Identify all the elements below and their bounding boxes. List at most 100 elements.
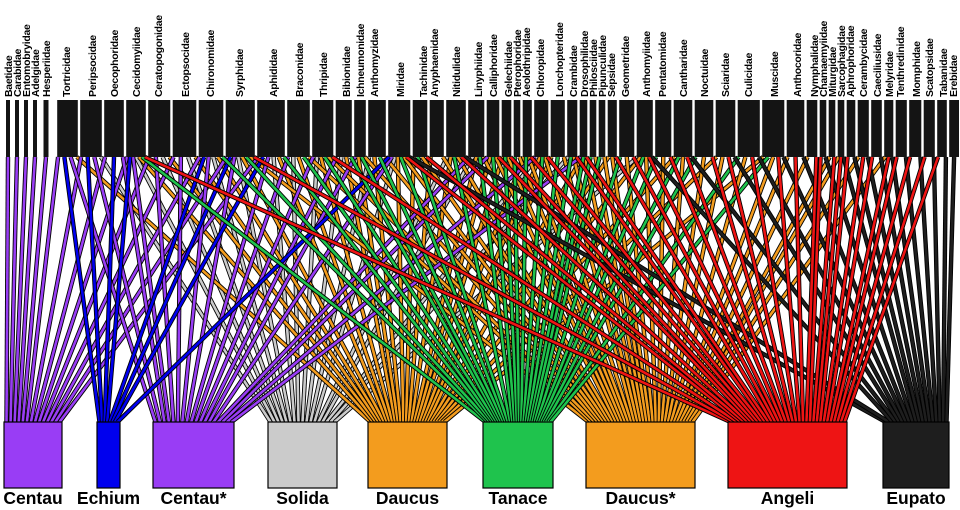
link-Anthocoridae-Eupato [802, 156, 911, 423]
link-Tabanidae-Eupato [941, 156, 948, 423]
top-label-Scatopsidae: Scatopsidae [924, 38, 936, 97]
top-bar-Adelgidae [33, 100, 37, 157]
top-label-Ceratopogonidae: Ceratopogonidae [153, 15, 165, 97]
link-Pentatomidae-Angeli [669, 156, 784, 423]
top-label-Philosciidae: Philosciidae [588, 39, 600, 97]
bottom-label-Tanace: Tanace [488, 488, 547, 508]
top-label-Bibionidae: Bibionidae [341, 46, 353, 97]
top-bar-Sciaridae [715, 100, 736, 157]
top-bar-Calliphoridae [486, 100, 500, 157]
link-Calliphoridae-Tanace [491, 156, 516, 423]
top-label-Hesperiidae: Hesperiidae [41, 40, 53, 97]
link-Syrphidae-Angeli [253, 155, 735, 424]
top-label-Braconidae: Braconidae [294, 42, 306, 97]
link-Melyridae-Angeli [829, 156, 891, 423]
top-bar-Bibionidae [335, 100, 352, 157]
top-label-Pentatomidae: Pentatomidae [657, 31, 669, 97]
top-bar-Culicidae [737, 100, 760, 157]
top-bar-Lonchopteridae [550, 100, 565, 157]
top-bar-Baetidae [6, 100, 10, 157]
top-label-Cerambycidae: Cerambycidae [858, 28, 870, 97]
link-Chloropidae-Angeli [546, 156, 763, 423]
top-bar-Geometridae [619, 100, 635, 157]
link-Aphididae-Centau* [190, 156, 270, 423]
link-Caeciliusidae-Angeli [825, 156, 874, 423]
bottom-box-Centau [3, 421, 63, 489]
link-Scatopsidae-Eupato [932, 156, 942, 423]
link-Tabanidae-Angeli [843, 156, 940, 423]
link-Tenthredinidae-Angeli [832, 156, 898, 423]
top-bar-Sarcophagidae [837, 100, 845, 157]
top-label-Erebidae: Erebidae [948, 55, 960, 97]
link-Braconidae-Centau* [194, 156, 290, 423]
link-Drosophilidae-Tanace [529, 156, 585, 423]
link-Miridae-Angeli [405, 155, 742, 424]
top-label-Tabanidae: Tabanidae [938, 48, 950, 97]
top-bar-Nitidulidae [446, 100, 466, 157]
top-bar-Tachinidae [412, 100, 428, 157]
link-Chironomidae-Tanace [221, 156, 489, 423]
link-Aeolothripidae-Tanace [520, 156, 528, 423]
top-label-Chamaemyiidae: Chamaemyiidae [818, 20, 830, 97]
top-bar-Carabidae [15, 100, 19, 157]
top-bar-Cerambycidae [857, 100, 869, 157]
link-Sciaridae-Angeli [727, 156, 794, 423]
top-bar-Caeciliusidae [871, 100, 882, 157]
link-Crambidae-Tanace [526, 156, 573, 423]
top-label-Tortricidae: Tortricidae [61, 46, 73, 97]
link-Peripsocidae-Echium [86, 156, 104, 423]
top-label-Anthomyiidae: Anthomyiidae [641, 31, 653, 97]
top-label-Cantharidae: Cantharidae [678, 39, 690, 97]
top-label-Calliphoridae: Calliphoridae [488, 34, 500, 97]
top-bar-Cecidomyiidae [126, 100, 146, 157]
link-Aphididae-Tanace [282, 156, 494, 423]
link-Cecidomyiidae-Angeli [144, 155, 732, 424]
top-bar-Chamaemyiidae [819, 100, 827, 157]
link-Hesperiidae-Centau [21, 156, 48, 423]
top-label-Anthocoridae: Anthocoridae [792, 32, 804, 97]
link-Miridae-Centau* [212, 156, 394, 423]
bottom-box-Daucus [367, 421, 448, 489]
link-Drosophilidae-Centau* [230, 155, 582, 424]
link-Miridae-Tanace [399, 156, 507, 423]
top-bar-Tabanidae [937, 100, 947, 157]
top-bar-Entomobryidae [24, 100, 28, 157]
link-Tachinidae-Angeli [425, 156, 746, 423]
link-Sepsidae-Angeli [614, 156, 774, 423]
top-label-Crambidae: Crambidae [568, 45, 580, 97]
link-Geometridae-Angeli [632, 156, 777, 423]
top-bar-Braconidae [287, 100, 310, 157]
link-Calliphoridae-Angeli [497, 156, 753, 423]
link-Adelgidae-Centau [17, 156, 37, 423]
top-label-Peripsocidae: Peripsocidae [87, 35, 99, 97]
top-label-Caeciliusidae: Caeciliusidae [872, 33, 884, 97]
link-Crambidae-Angeli [575, 156, 767, 423]
top-label-Anyphaenidae: Anyphaenidae [429, 28, 441, 97]
bottom-label-Solida: Solida [276, 488, 329, 508]
bottom-box-Centau* [152, 421, 235, 489]
bottom-box-Echium [96, 421, 121, 489]
link-Muscidae-Tanace [549, 156, 770, 423]
top-bar-Gelechiidae [501, 100, 512, 157]
link-Oecophoridae-Centau [33, 156, 107, 423]
link-Pentatomidae-Tanace [540, 156, 658, 423]
link-Tachinidae-Daucus* [421, 156, 608, 423]
link-Entomobryidae-Centau [13, 156, 28, 423]
top-label-Aphididae: Aphididae [268, 48, 280, 97]
top-bar-Linyphiidae [468, 100, 485, 157]
top-label-Miturgidae: Miturgidae [827, 46, 839, 97]
top-bar-Pipunculidae [598, 100, 606, 157]
top-label-Aphrophoridae: Aphrophoridae [845, 25, 857, 97]
link-Sarcophagidae-Angeli [815, 156, 843, 423]
link-Noctuidae-Angeli [711, 156, 791, 423]
link-Tachinidae-Tanace [416, 156, 510, 423]
top-bar-Peripsocidae [80, 100, 102, 157]
top-bar-Muscidae [762, 100, 785, 157]
top-bar-Cantharidae [673, 100, 693, 157]
link-Gelechiidae-Angeli [509, 156, 756, 423]
link-Bibionidae-Tanace [349, 156, 501, 423]
top-bar-Erebidae [949, 100, 959, 157]
link-Peripsocidae-Centau [29, 156, 83, 423]
top-bar-Anthomyzidae [368, 100, 386, 157]
link-Bibionidae-Centau* [203, 156, 338, 423]
